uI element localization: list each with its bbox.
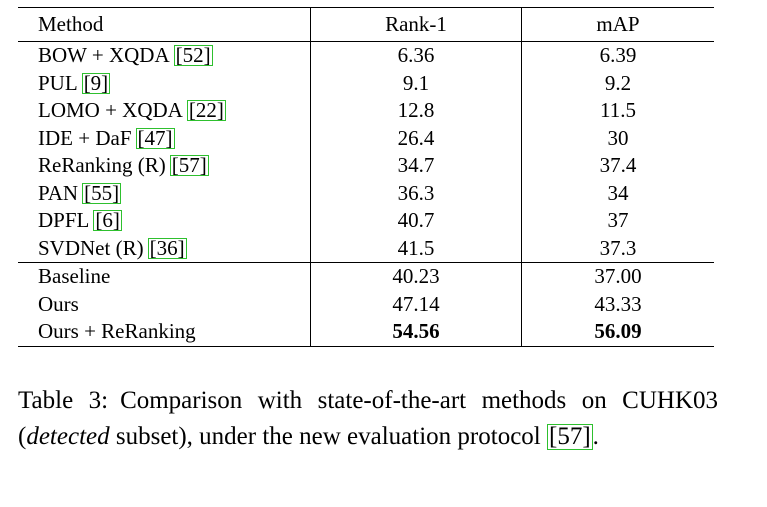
method-name: SVDNet (R) [38,235,144,260]
citation-link[interactable]: [22] [186,98,226,122]
table-row: ReRanking (R) [57] 34.7 37.4 [18,152,714,180]
method-cell: ReRanking (R) [57] [18,152,311,180]
table-body-prior-methods: BOW + XQDA [52] 6.36 6.39 PUL [9] 9.1 9.2 LOMO +… [18,41,714,263]
rank1-value: 41.5 [310,234,522,263]
citation-link[interactable]: [6] [93,208,122,232]
table-row: PUL [9] 9.1 9.2 [18,69,714,97]
citation-link[interactable]: [9] [81,70,111,95]
table-body-our-methods: Baseline 40.23 37.00 Ours 47.14 43.33 Ours + R… [18,262,714,346]
method-cell: PAN [55] [18,179,311,207]
header-row: Method Rank-1 mAP [18,7,714,42]
caption-end: . [592,423,599,450]
method-cell: BOW + XQDA [52] [18,41,311,70]
table-caption: Table 3: Comparison with state-of-the-art… [18,383,718,455]
map-value: 34 [607,180,629,205]
results-table: Method Rank-1 mAP BOW + XQDA [52] 6.36 6.39… [18,7,714,347]
rank1-value: 26.4 [310,124,522,152]
method-cell: SVDNet (R) [36] [18,234,311,263]
method-name: BOW + XQDA [38,43,170,67]
method-name: Ours + ReRanking [38,319,196,343]
table-row: DPFL [6] 40.7 37 [18,207,714,235]
rank1-value: 9.1 [310,69,522,97]
map-value: 56.09 [594,319,642,343]
citation-link[interactable]: [55] [82,180,122,205]
table-row: BOW + XQDA [52] 6.36 6.39 [18,41,714,70]
table-header: Method Rank-1 mAP [18,7,714,42]
rank1-value: 47.14 [310,290,522,318]
method-cell: LOMO + XQDA [22] [18,97,311,125]
rank1-value: 6.36 [310,41,522,70]
method-cell: Baseline [18,262,311,291]
caption-label: Table 3: [18,387,109,414]
map-value: 6.39 [599,43,637,67]
table-row: Baseline 40.23 37.00 [18,262,714,291]
method-name: IDE + DaF [38,125,132,150]
citation-link[interactable]: [47] [135,125,175,150]
map-value: 43.33 [594,291,642,316]
caption-text-b: subset), under the new evaluation protoc… [109,423,547,450]
method-name: DPFL [38,208,90,232]
caption-text-a: Comparison with state-of-the-art methods… [18,387,719,450]
rank1-value: 34.7 [310,152,522,180]
results-table-container: Method Rank-1 mAP BOW + XQDA [52] 6.36 6.39… [18,7,714,347]
rank1-value: 36.3 [310,179,522,207]
map-value: 37.00 [594,264,642,288]
rank1-value: 40.7 [310,207,522,235]
rank1-value: 12.8 [310,97,522,125]
method-cell: PUL [9] [18,69,311,97]
caption-italic: detected [26,423,110,450]
table-row: SVDNet (R) [36] 41.5 37.3 [18,234,714,263]
method-name: ReRanking (R) [38,153,166,177]
method-name: LOMO + XQDA [38,98,183,122]
map-value: 37.3 [599,235,637,260]
header-method: Method [18,7,311,42]
table-row: Ours + ReRanking 54.56 56.09 [18,318,714,346]
citation-link[interactable]: [57] [169,153,209,177]
table-row: Ours 47.14 43.33 [18,290,714,318]
caption-citation-link[interactable]: [57] [547,423,593,450]
table-row: LOMO + XQDA [22] 12.8 11.5 [18,97,714,125]
method-name: Ours [38,291,79,316]
map-value: 37 [607,208,629,232]
method-cell: Ours [18,290,311,318]
citation-link[interactable]: [52] [173,43,213,67]
table-row: IDE + DaF [47] 26.4 30 [18,124,714,152]
citation-link[interactable]: [36] [147,235,187,260]
header-map: mAP [596,11,640,36]
method-name: Baseline [38,264,111,288]
header-rank1: Rank-1 [310,7,522,42]
map-value: 30 [607,125,629,150]
map-value: 37.4 [599,153,637,177]
method-cell: Ours + ReRanking [18,318,311,346]
rank1-value: 54.56 [310,318,522,346]
table-row: PAN [55] 36.3 34 [18,179,714,207]
method-cell: IDE + DaF [47] [18,124,311,152]
method-name: PUL [38,70,78,95]
method-cell: DPFL [6] [18,207,311,235]
map-value: 11.5 [600,98,636,122]
method-name: PAN [38,180,79,205]
rank1-value: 40.23 [310,262,522,291]
map-value: 9.2 [604,70,632,95]
